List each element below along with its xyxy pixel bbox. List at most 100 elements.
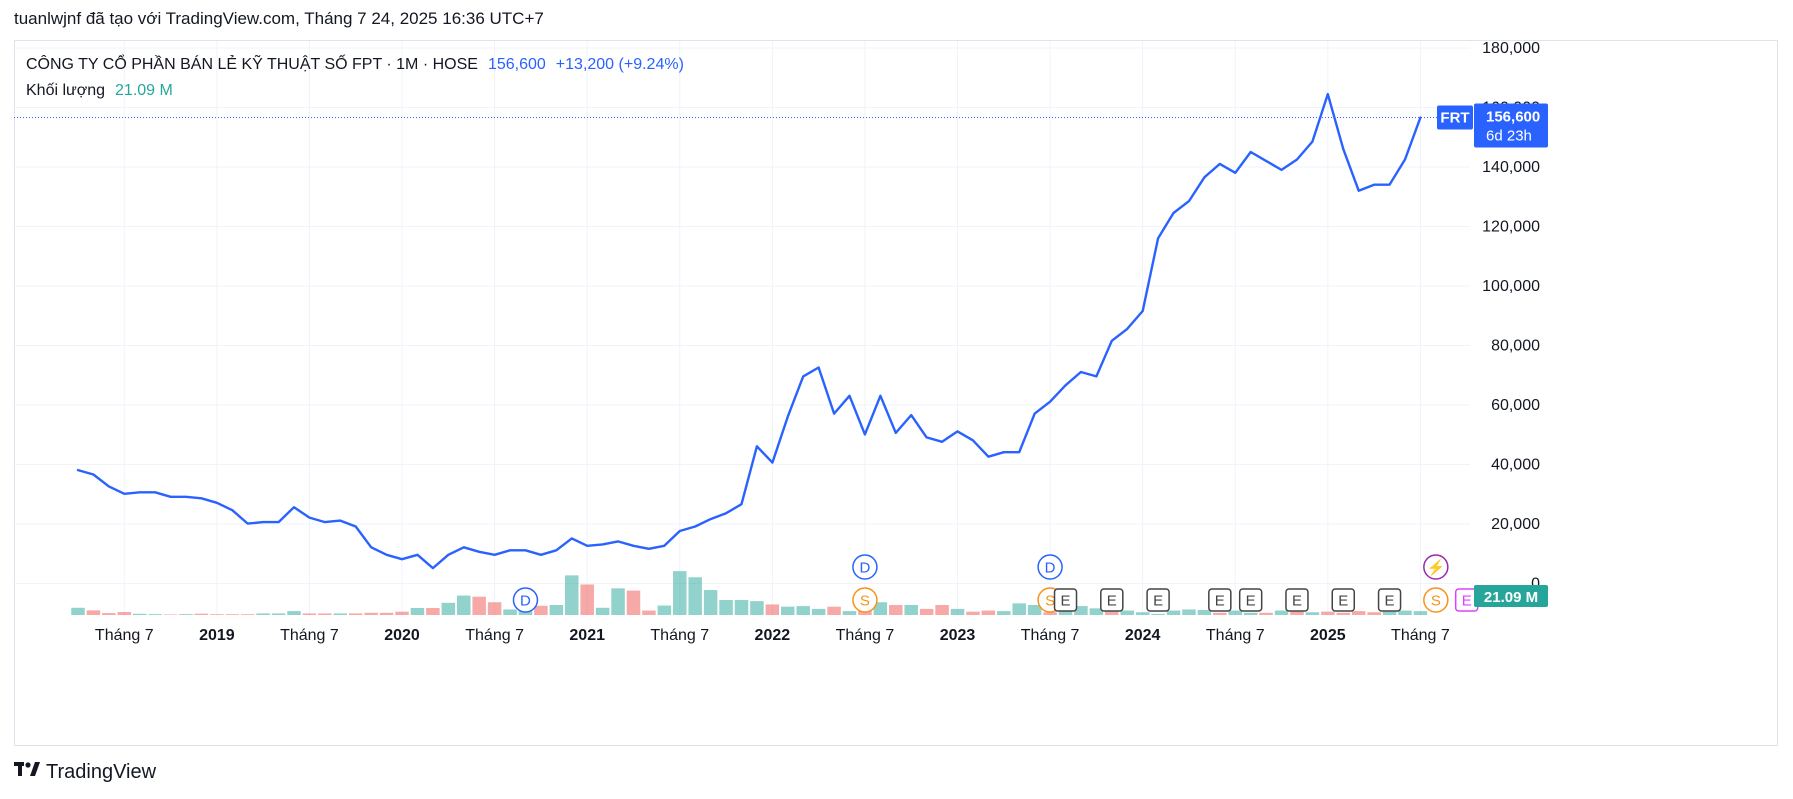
volume-bar [611,588,625,615]
volume-bar [827,606,841,615]
volume-bar [86,610,101,615]
volume-bar [148,614,162,615]
volume-bar [1382,611,1397,615]
marker-label: S [860,593,870,610]
volume-bar [919,608,934,615]
dividend-marker[interactable] [1037,554,1063,580]
tradingview-brand[interactable]: TradingView [14,761,156,784]
y-tick-label: 80,000 [1491,338,1540,355]
marker-label: E [1385,593,1395,610]
y-tick-label: 180,000 [1482,40,1540,57]
marker-label: D [860,560,871,577]
marker-label: E [1292,593,1302,610]
marker-label: ⚡ [1426,559,1445,577]
marker-label: D [1045,560,1056,577]
marker-label: E [1107,593,1117,610]
volume-bar [842,611,857,615]
volume-bar [1043,612,1057,615]
volume-bar [1197,610,1212,615]
marker-label: D [520,593,531,610]
earnings-marker[interactable] [1331,588,1356,612]
dividend-marker[interactable] [512,587,539,613]
volume-bar [688,577,702,615]
earnings-marker[interactable] [1100,588,1124,612]
volume-bar [765,604,780,615]
volume-bar [1243,612,1258,615]
brand-name: TradingView [46,761,157,783]
earnings-marker[interactable] [1377,588,1402,612]
volume-bar [781,606,795,615]
y-tick-label: 120,000 [1482,219,1540,236]
split-marker[interactable] [1423,587,1449,613]
volume-bar [595,607,610,615]
x-tick-label: Tháng 7 [1206,627,1265,644]
volume-tag [1474,585,1548,607]
volume-bar [117,612,132,615]
volume-bar [71,607,85,615]
y-tick-label: 0 [1531,576,1540,593]
y-tick-label: 20,000 [1491,516,1540,533]
volume-bar [796,606,810,615]
marker-label: S [1431,593,1441,610]
chart-frame [14,40,1778,746]
symbol-description[interactable]: CÔNG TY CỔ PHẦN BÁN LẺ KỸ THUẬT SỐ FPT ·… [26,56,478,73]
volume-bar [1089,608,1104,615]
x-tick-label: 2023 [940,627,976,644]
y-tick-label: 100,000 [1482,278,1540,295]
legend-volume-row: Khối lượng 21.09 M [26,78,684,104]
volume-bar [1058,610,1073,615]
volume-bar [179,614,193,615]
y-tick-label: 140,000 [1482,159,1540,176]
price-line[interactable] [76,92,1422,570]
volume-bar [1182,609,1196,615]
volume-bar [997,611,1011,615]
legend-symbol-row: CÔNG TY CỔ PHẦN BÁN LẺ KỸ THUẬT SỐ FPT ·… [26,52,684,78]
volume-bar [1413,611,1428,615]
marker-label: S [1045,593,1055,610]
earnings-marker[interactable] [1208,588,1232,612]
earnings-marker[interactable] [1285,588,1309,612]
volume-bar [811,608,826,615]
x-tick-label: 2021 [569,627,605,644]
earnings-marker[interactable] [1146,588,1170,612]
volume-bar [1290,611,1304,615]
volume-bar [1105,611,1119,615]
volume-bar [734,600,749,615]
ticker-tag-label: FRT [1440,110,1469,127]
tradingview-logo-icon [14,761,40,784]
split-marker[interactable] [852,587,878,613]
volume-value: 21.09 M [115,82,173,99]
earnings-marker[interactable] [1238,588,1263,612]
dividend-marker[interactable] [852,554,878,580]
x-tick-label: Tháng 7 [465,627,524,644]
volume-bar [703,590,718,615]
volume-bar [1027,605,1042,615]
y-tick-label: 60,000 [1491,397,1540,414]
volume-bar [225,614,240,615]
volume-bar [873,602,888,615]
volume-bar [441,602,456,615]
legend-price: 156,600 [487,56,546,73]
volume-bar [642,610,656,615]
marker-label: E [1061,593,1071,610]
volume-tag-value: 21.09 M [1484,589,1538,606]
volume-bar [318,613,332,615]
volume-bar [889,605,903,615]
volume-label[interactable]: Khối lượng [26,82,106,99]
marker-label: E [1246,593,1256,610]
x-tick-label: 2025 [1310,627,1346,644]
news-marker[interactable] [1423,554,1449,580]
y-tick-label: 40,000 [1491,457,1540,474]
volume-bar [565,575,579,615]
volume-bar [626,590,641,615]
marker-label: E [1215,593,1225,610]
volume-bar [904,605,918,615]
volume-bar [348,613,363,615]
earnings-marker[interactable] [1053,588,1078,612]
volume-bar [750,601,764,615]
volume-bar [1074,606,1088,615]
volume-bar [1213,612,1227,615]
legend: CÔNG TY CỔ PHẦN BÁN LẺ KỸ THUẬT SỐ FPT ·… [26,52,684,104]
volume-bar [503,609,517,615]
